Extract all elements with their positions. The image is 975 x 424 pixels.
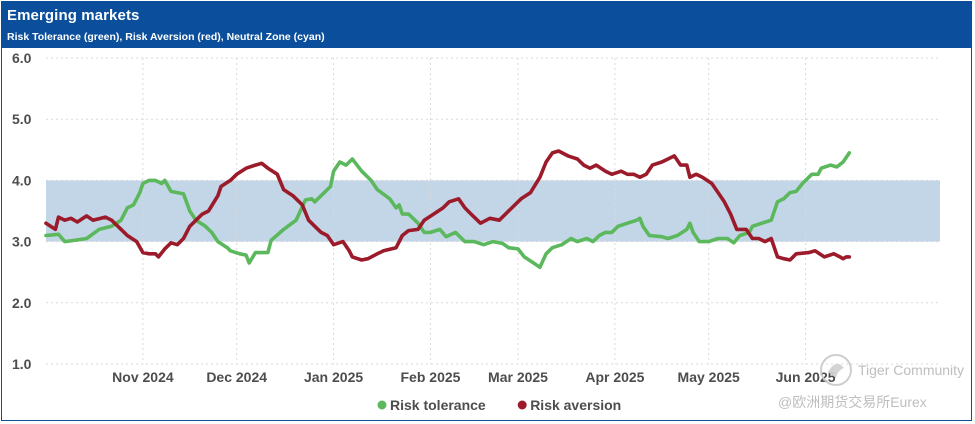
y-tick-label: 6.0 [12, 50, 32, 66]
chart-subtitle: Risk Tolerance (green), Risk Aversion (r… [7, 31, 325, 43]
y-tick-label: 2.0 [12, 295, 32, 311]
watermark-line1: Tiger Community [858, 362, 964, 378]
x-tick-label: Mar 2025 [488, 369, 548, 385]
tiger-logo-mark [828, 363, 844, 378]
x-tick-label: Feb 2025 [401, 369, 461, 385]
watermark-line2: @欧洲期货交易所Eurex [778, 394, 927, 410]
x-tick-label: May 2025 [678, 369, 740, 385]
legend-marker-risk-aversion [517, 400, 527, 410]
tiger-logo-icon [820, 354, 852, 386]
y-tick-label: 1.0 [12, 356, 32, 372]
x-tick-label: Dec 2024 [206, 369, 267, 385]
chart-title: Emerging markets [7, 7, 140, 24]
legend-label-risk-aversion: Risk aversion [530, 397, 621, 413]
x-tick-label: Nov 2024 [112, 369, 174, 385]
watermark: Tiger Community @欧洲期货交易所Eurex [778, 354, 964, 410]
chart-header: Emerging markets Risk Tolerance (green),… [2, 2, 971, 48]
x-tick-label: Apr 2025 [585, 369, 644, 385]
y-tick-label: 3.0 [12, 234, 32, 250]
x-tick-label: Jan 2025 [304, 369, 363, 385]
y-tick-label: 4.0 [12, 172, 32, 188]
legend-marker-risk-tolerance [377, 400, 387, 410]
series-line-risk-aversion [44, 149, 852, 262]
legend-label-risk-tolerance: Risk tolerance [390, 397, 486, 413]
y-tick-label: 5.0 [12, 111, 32, 127]
series-line-risk-tolerance [44, 151, 852, 270]
